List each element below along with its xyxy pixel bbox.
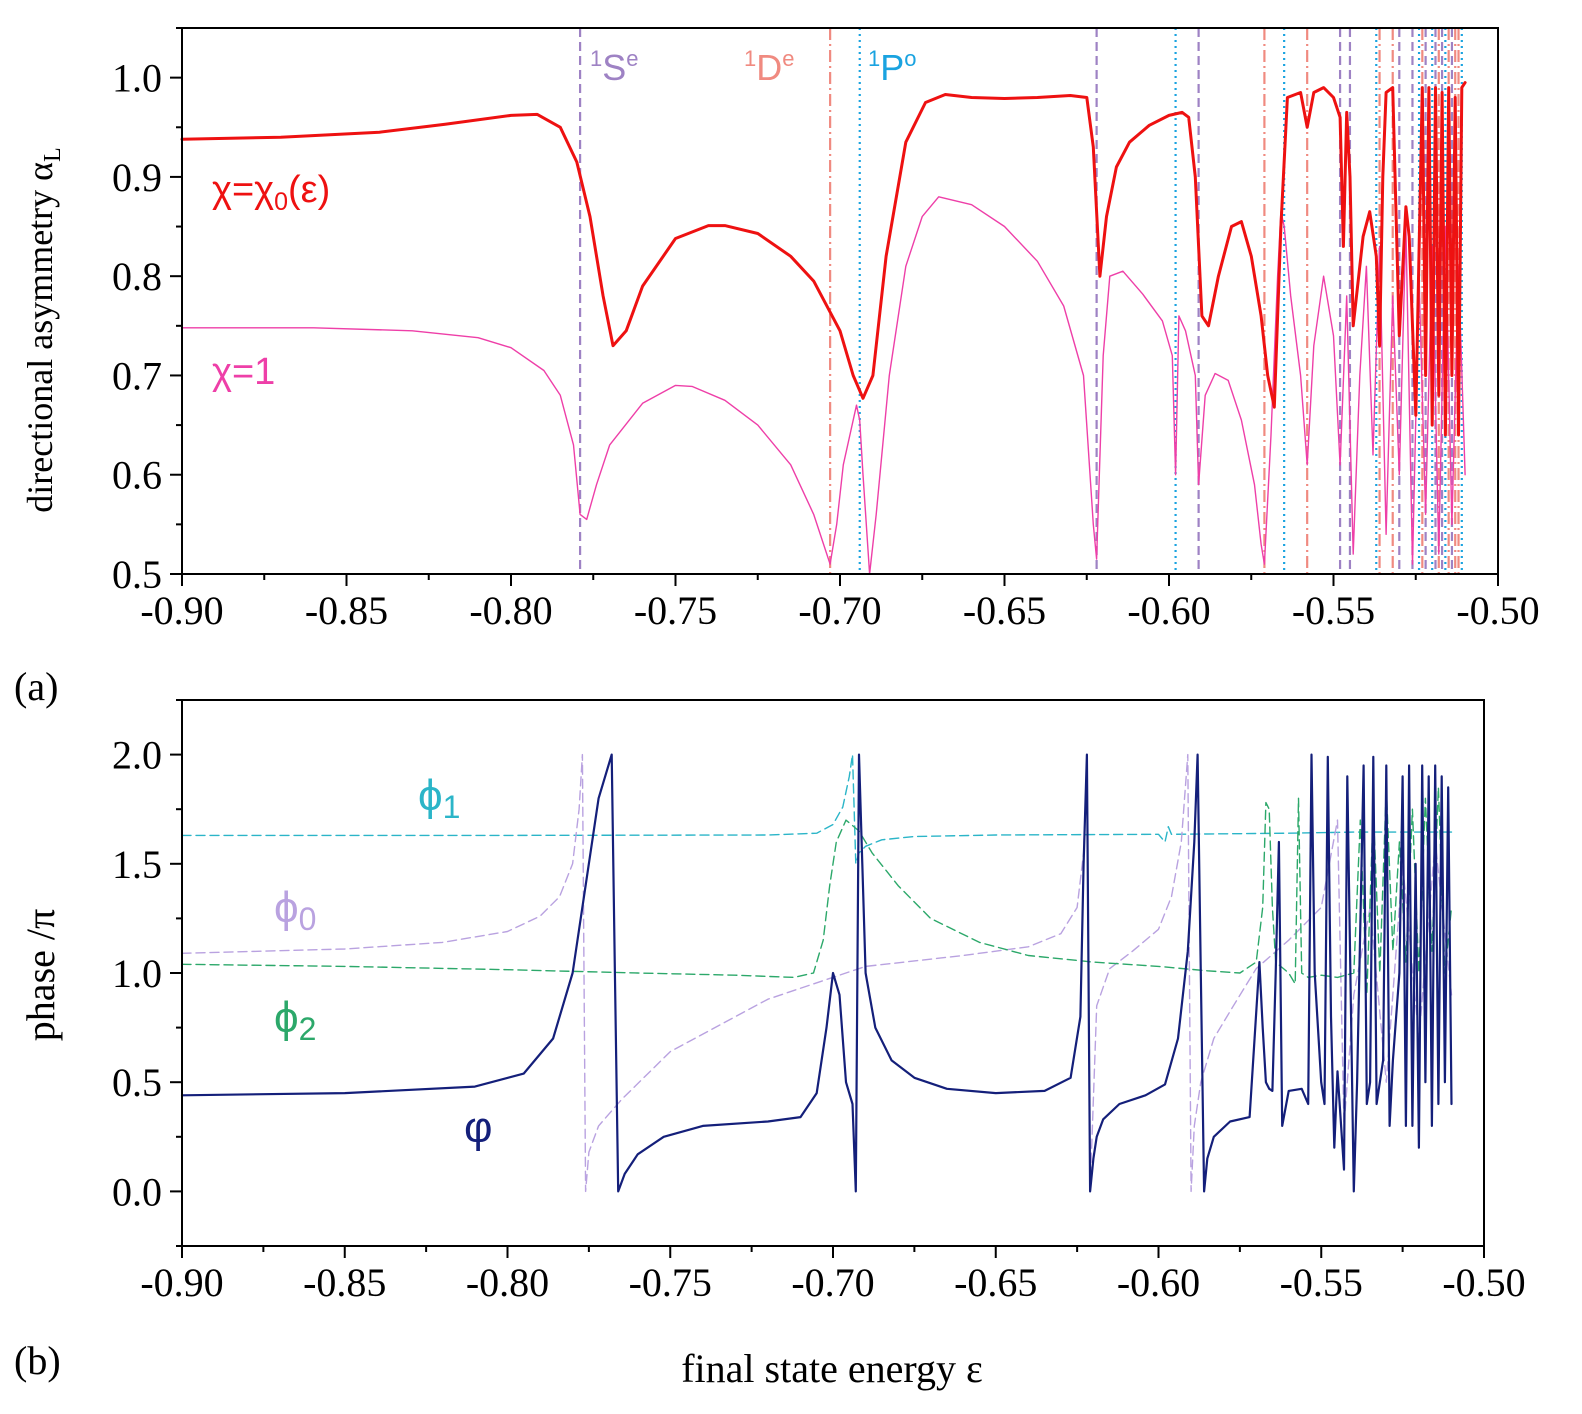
x-tick-label: -0.85	[303, 1260, 386, 1305]
y-tick-label: 0.5	[112, 1060, 162, 1105]
series-line-a-1	[181, 196, 1466, 575]
x-tick-label: -0.70	[798, 588, 881, 633]
y-tick-label: 0.8	[112, 254, 162, 299]
state-label-1De: 1De	[744, 46, 795, 88]
series-chi1-label: χ=1	[212, 351, 275, 393]
x-tick-label: -0.65	[954, 1260, 1037, 1305]
x-tick-label: -0.75	[629, 1260, 712, 1305]
panel-a-chart: -0.90 -0.85 -0.80 -0.75 -0.70 -0.65 -0.60 -0.55…	[14, 27, 1540, 709]
series-varphi-label: φ	[464, 1103, 493, 1152]
x-tick-label: -0.90	[140, 588, 223, 633]
x-tick-label: -0.85	[305, 588, 388, 633]
y-tick-label: 1.0	[112, 951, 162, 996]
panel-b-chart: -0.90 -0.85 -0.80 -0.75 -0.70 -0.65 -0.60 -0.55…	[14, 699, 1526, 1391]
panel-b-xlabel: final state energy ε	[681, 1346, 983, 1391]
panel-a-ylabel: directional asymmetry αL	[20, 147, 66, 512]
x-tick-label: -0.75	[634, 588, 717, 633]
x-tick-label: -0.80	[466, 1260, 549, 1305]
panel-b-series	[180, 753, 1453, 1193]
x-tick-label: -0.55	[1292, 588, 1375, 633]
series-phi0-label: ϕ0	[274, 883, 316, 937]
series-chi0-label: χ=χ0(ε)	[212, 169, 330, 216]
y-tick-label: 0.0	[112, 1169, 162, 1214]
series-line-b-1	[181, 753, 1453, 1193]
x-tick-label: -0.65	[963, 588, 1046, 633]
panel-a-axis-ticks: -0.90 -0.85 -0.80 -0.75 -0.70 -0.65 -0.60 -0.55…	[112, 27, 1540, 633]
series-line-b-0	[181, 753, 1453, 865]
y-tick-label: 0.7	[112, 353, 162, 398]
y-tick-label: 0.5	[112, 552, 162, 597]
x-tick-label: -0.70	[791, 1260, 874, 1305]
series-phi1-label: ϕ1	[418, 771, 460, 825]
x-tick-label: -0.60	[1117, 1260, 1200, 1305]
x-tick-label: -0.50	[1456, 588, 1539, 633]
x-tick-label: -0.60	[1127, 588, 1210, 633]
panel-b-axis-ticks: -0.90 -0.85 -0.80 -0.75 -0.70 -0.65 -0.60 -0.55…	[112, 699, 1526, 1305]
panel-b-ylabel: phase /π	[18, 909, 63, 1041]
panel-b-label: (b)	[14, 1338, 61, 1383]
x-tick-label: -0.90	[140, 1260, 223, 1305]
state-label-1Po: 1Po	[868, 46, 917, 88]
y-tick-label: 2.0	[112, 733, 162, 778]
x-tick-label: -0.50	[1442, 1260, 1525, 1305]
y-tick-label: 0.9	[112, 155, 162, 200]
y-tick-label: 1.5	[112, 842, 162, 887]
series-phi2-label: ϕ2	[274, 993, 316, 1047]
x-tick-label: -0.80	[469, 588, 552, 633]
panel-a-label: (a)	[14, 664, 58, 709]
y-tick-label: 1.0	[112, 56, 162, 101]
x-tick-label: -0.55	[1280, 1260, 1363, 1305]
state-label-1Se: 1Se	[590, 46, 639, 88]
y-tick-label: 0.6	[112, 453, 162, 498]
series-line-a-0	[180, 81, 1467, 437]
series-line-b-3	[180, 753, 1453, 1193]
panel-a-series	[180, 81, 1467, 575]
series-line-b-2	[181, 786, 1453, 996]
panel-a-resonance-lines	[578, 28, 1463, 574]
